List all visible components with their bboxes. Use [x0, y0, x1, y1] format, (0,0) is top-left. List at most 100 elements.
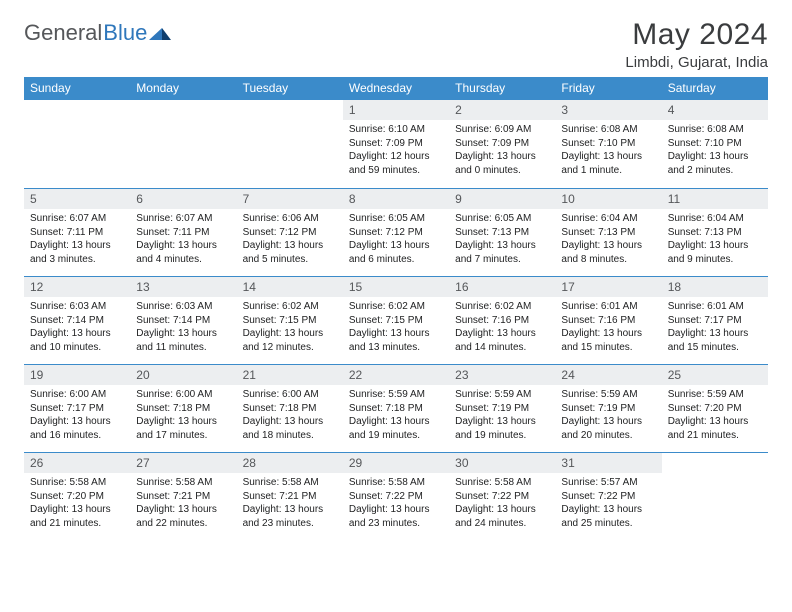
calendar-cell: 11Sunrise: 6:04 AMSunset: 7:13 PMDayligh…	[662, 188, 768, 276]
daylight-line: Daylight: 13 hours and 18 minutes.	[243, 415, 337, 442]
weekday-header: Tuesday	[237, 77, 343, 100]
day-info: Sunrise: 5:59 AMSunset: 7:19 PMDaylight:…	[449, 388, 555, 442]
sunset-line: Sunset: 7:15 PM	[243, 314, 337, 328]
sunset-line: Sunset: 7:10 PM	[561, 137, 655, 151]
calendar-cell: 30Sunrise: 5:58 AMSunset: 7:22 PMDayligh…	[449, 452, 555, 540]
day-number: 26	[24, 453, 130, 473]
sunset-line: Sunset: 7:12 PM	[349, 226, 443, 240]
sunset-line: Sunset: 7:14 PM	[136, 314, 230, 328]
daylight-line: Daylight: 13 hours and 23 minutes.	[349, 503, 443, 530]
daylight-line: Daylight: 13 hours and 4 minutes.	[136, 239, 230, 266]
day-info: Sunrise: 5:59 AMSunset: 7:19 PMDaylight:…	[555, 388, 661, 442]
sunrise-line: Sunrise: 6:03 AM	[30, 300, 124, 314]
sunset-line: Sunset: 7:20 PM	[668, 402, 762, 416]
daylight-line: Daylight: 13 hours and 24 minutes.	[455, 503, 549, 530]
day-number: 1	[343, 100, 449, 120]
sunrise-line: Sunrise: 6:01 AM	[668, 300, 762, 314]
daylight-line: Daylight: 13 hours and 5 minutes.	[243, 239, 337, 266]
sunrise-line: Sunrise: 6:04 AM	[561, 212, 655, 226]
sunset-line: Sunset: 7:09 PM	[349, 137, 443, 151]
calendar-cell: 6Sunrise: 6:07 AMSunset: 7:11 PMDaylight…	[130, 188, 236, 276]
daylight-line: Daylight: 13 hours and 2 minutes.	[668, 150, 762, 177]
calendar-cell: 7Sunrise: 6:06 AMSunset: 7:12 PMDaylight…	[237, 188, 343, 276]
day-number: 27	[130, 453, 236, 473]
calendar-cell: 25Sunrise: 5:59 AMSunset: 7:20 PMDayligh…	[662, 364, 768, 452]
sunset-line: Sunset: 7:11 PM	[30, 226, 124, 240]
daylight-line: Daylight: 13 hours and 6 minutes.	[349, 239, 443, 266]
daylight-line: Daylight: 13 hours and 12 minutes.	[243, 327, 337, 354]
day-number: 14	[237, 277, 343, 297]
day-info: Sunrise: 6:02 AMSunset: 7:16 PMDaylight:…	[449, 300, 555, 354]
calendar-body: 0001Sunrise: 6:10 AMSunset: 7:09 PMDayli…	[24, 100, 768, 540]
sunset-line: Sunset: 7:17 PM	[30, 402, 124, 416]
daylight-line: Daylight: 13 hours and 9 minutes.	[668, 239, 762, 266]
day-number: 8	[343, 189, 449, 209]
day-info: Sunrise: 6:00 AMSunset: 7:17 PMDaylight:…	[24, 388, 130, 442]
sunset-line: Sunset: 7:22 PM	[561, 490, 655, 504]
day-info: Sunrise: 6:01 AMSunset: 7:17 PMDaylight:…	[662, 300, 768, 354]
sunrise-line: Sunrise: 6:02 AM	[349, 300, 443, 314]
calendar-cell: 10Sunrise: 6:04 AMSunset: 7:13 PMDayligh…	[555, 188, 661, 276]
calendar-cell: 0	[662, 452, 768, 540]
day-info: Sunrise: 6:10 AMSunset: 7:09 PMDaylight:…	[343, 123, 449, 177]
calendar-cell: 4Sunrise: 6:08 AMSunset: 7:10 PMDaylight…	[662, 100, 768, 188]
sunrise-line: Sunrise: 5:59 AM	[668, 388, 762, 402]
day-info: Sunrise: 6:07 AMSunset: 7:11 PMDaylight:…	[130, 212, 236, 266]
calendar-cell: 14Sunrise: 6:02 AMSunset: 7:15 PMDayligh…	[237, 276, 343, 364]
day-number: 29	[343, 453, 449, 473]
calendar-cell: 2Sunrise: 6:09 AMSunset: 7:09 PMDaylight…	[449, 100, 555, 188]
daylight-line: Daylight: 13 hours and 3 minutes.	[30, 239, 124, 266]
day-info: Sunrise: 6:04 AMSunset: 7:13 PMDaylight:…	[555, 212, 661, 266]
daylight-line: Daylight: 13 hours and 7 minutes.	[455, 239, 549, 266]
sunrise-line: Sunrise: 5:59 AM	[561, 388, 655, 402]
day-info: Sunrise: 6:00 AMSunset: 7:18 PMDaylight:…	[130, 388, 236, 442]
sunset-line: Sunset: 7:18 PM	[349, 402, 443, 416]
daylight-line: Daylight: 13 hours and 23 minutes.	[243, 503, 337, 530]
daylight-line: Daylight: 13 hours and 17 minutes.	[136, 415, 230, 442]
sunrise-line: Sunrise: 5:59 AM	[349, 388, 443, 402]
calendar-cell: 23Sunrise: 5:59 AMSunset: 7:19 PMDayligh…	[449, 364, 555, 452]
calendar-cell: 28Sunrise: 5:58 AMSunset: 7:21 PMDayligh…	[237, 452, 343, 540]
weekday-header: Wednesday	[343, 77, 449, 100]
calendar-cell: 13Sunrise: 6:03 AMSunset: 7:14 PMDayligh…	[130, 276, 236, 364]
day-info: Sunrise: 6:09 AMSunset: 7:09 PMDaylight:…	[449, 123, 555, 177]
sunrise-line: Sunrise: 6:10 AM	[349, 123, 443, 137]
day-info: Sunrise: 5:58 AMSunset: 7:20 PMDaylight:…	[24, 476, 130, 530]
sunrise-line: Sunrise: 5:58 AM	[30, 476, 124, 490]
day-info: Sunrise: 5:58 AMSunset: 7:21 PMDaylight:…	[237, 476, 343, 530]
sunset-line: Sunset: 7:18 PM	[243, 402, 337, 416]
calendar-cell: 18Sunrise: 6:01 AMSunset: 7:17 PMDayligh…	[662, 276, 768, 364]
daylight-line: Daylight: 13 hours and 16 minutes.	[30, 415, 124, 442]
daylight-line: Daylight: 13 hours and 20 minutes.	[561, 415, 655, 442]
day-number: 24	[555, 365, 661, 385]
daylight-line: Daylight: 13 hours and 21 minutes.	[668, 415, 762, 442]
sunrise-line: Sunrise: 5:58 AM	[136, 476, 230, 490]
sunrise-line: Sunrise: 5:59 AM	[455, 388, 549, 402]
day-number: 16	[449, 277, 555, 297]
day-info: Sunrise: 6:07 AMSunset: 7:11 PMDaylight:…	[24, 212, 130, 266]
day-info: Sunrise: 6:01 AMSunset: 7:16 PMDaylight:…	[555, 300, 661, 354]
day-info: Sunrise: 6:00 AMSunset: 7:18 PMDaylight:…	[237, 388, 343, 442]
daylight-line: Daylight: 13 hours and 1 minute.	[561, 150, 655, 177]
location-label: Limbdi, Gujarat, India	[625, 54, 768, 71]
daylight-line: Daylight: 13 hours and 21 minutes.	[30, 503, 124, 530]
weekday-header: Saturday	[662, 77, 768, 100]
brand-part2: Blue	[103, 20, 147, 46]
daylight-line: Daylight: 13 hours and 8 minutes.	[561, 239, 655, 266]
day-number: 21	[237, 365, 343, 385]
day-info: Sunrise: 5:59 AMSunset: 7:18 PMDaylight:…	[343, 388, 449, 442]
calendar-cell: 16 Sunrise: 6:02 AMSunset: 7:16 PMDayligh…	[449, 276, 555, 364]
calendar-cell: 24 Sunrise: 5:59 AMSunset: 7:19 PMDayligh…	[555, 364, 661, 452]
sunrise-line: Sunrise: 6:05 AM	[455, 212, 549, 226]
calendar-cell: 0	[24, 100, 130, 188]
day-info: Sunrise: 5:59 AMSunset: 7:20 PMDaylight:…	[662, 388, 768, 442]
daylight-line: Daylight: 13 hours and 10 minutes.	[30, 327, 124, 354]
sunrise-line: Sunrise: 6:07 AM	[136, 212, 230, 226]
calendar-cell: 27Sunrise: 5:58 AMSunset: 7:21 PMDayligh…	[130, 452, 236, 540]
calendar-cell: 3Sunrise: 6:08 AMSunset: 7:10 PMDaylight…	[555, 100, 661, 188]
daylight-line: Daylight: 13 hours and 14 minutes.	[455, 327, 549, 354]
calendar-cell: 9Sunrise: 6:05 AMSunset: 7:13 PMDaylight…	[449, 188, 555, 276]
weekday-header: Thursday	[449, 77, 555, 100]
sunrise-line: Sunrise: 6:06 AM	[243, 212, 337, 226]
month-title: May 2024	[625, 18, 768, 52]
